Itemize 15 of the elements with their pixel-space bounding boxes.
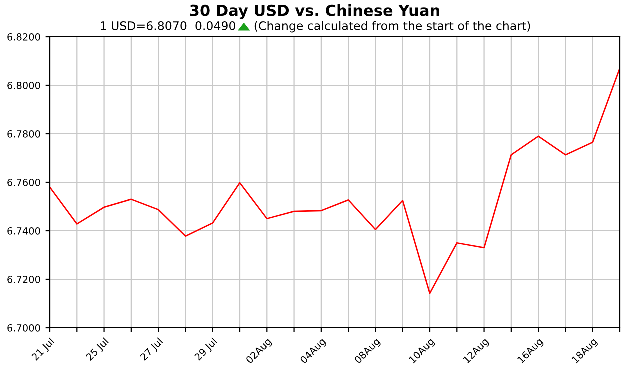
y-tick-label: 6.7000 xyxy=(8,324,40,332)
chart-subtitle: 1 USD=6.8070 0.0490 xyxy=(101,21,236,30)
y-tick-label: 6.8200 xyxy=(8,33,40,41)
x-tick-label: 27 Jul xyxy=(140,338,165,362)
x-tick-label: 21 Jul xyxy=(31,338,56,362)
x-tick-label: 29 Jul xyxy=(194,338,219,362)
y-tick-label: 6.7800 xyxy=(8,130,40,138)
x-tick-label: 25 Jul xyxy=(86,338,110,362)
y-tick-label: 6.7600 xyxy=(8,178,40,186)
y-tick-label: 6.8000 xyxy=(8,82,40,90)
chart-title: 30 Day USD vs. Chinese Yuan xyxy=(190,4,440,20)
y-tick-label: 6.7400 xyxy=(8,227,40,235)
line-series xyxy=(50,68,620,294)
text: (Change calculated from the start of the chart) xyxy=(254,21,530,33)
y-tick-label: 6.7200 xyxy=(8,276,40,284)
